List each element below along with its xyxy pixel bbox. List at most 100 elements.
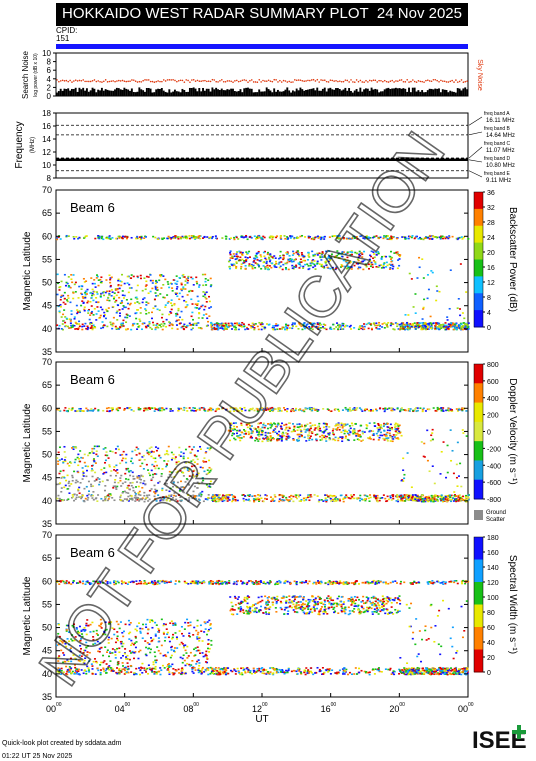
data-cell	[238, 437, 241, 439]
data-cell	[418, 496, 421, 499]
data-cell	[64, 484, 67, 487]
data-cell	[76, 480, 79, 483]
data-cell	[68, 464, 71, 467]
data-cell	[80, 292, 83, 295]
search-noise-bar	[235, 91, 238, 96]
data-cell	[175, 315, 178, 317]
data-cell	[458, 308, 461, 310]
search-noise-bar	[164, 91, 167, 96]
data-cell	[109, 493, 112, 495]
data-cell	[201, 273, 204, 276]
data-cell	[180, 326, 183, 329]
data-cell	[420, 326, 423, 328]
data-cell	[385, 266, 388, 268]
data-cell	[431, 499, 434, 502]
data-cell	[375, 498, 378, 501]
data-cell	[125, 237, 128, 240]
data-cell	[80, 497, 83, 500]
data-cell	[299, 265, 302, 267]
search-noise-bar	[305, 89, 307, 96]
data-cell	[240, 265, 243, 268]
data-cell	[464, 499, 467, 501]
data-cell	[384, 407, 387, 410]
data-cell	[182, 273, 185, 276]
data-cell	[126, 275, 129, 278]
sky-noise-point	[370, 80, 373, 82]
data-cell	[216, 494, 219, 497]
data-cell	[287, 499, 290, 502]
sky-noise-point	[118, 79, 120, 82]
data-cell	[393, 408, 396, 411]
data-cell	[463, 327, 466, 329]
data-cell	[110, 494, 113, 497]
data-cell	[81, 325, 84, 328]
data-cell	[240, 672, 243, 674]
data-cell	[461, 407, 464, 410]
data-cell	[75, 322, 78, 325]
data-cell	[291, 264, 294, 267]
sky-noise-point	[374, 79, 377, 82]
data-cell	[157, 494, 160, 496]
data-cell	[195, 473, 198, 476]
data-cell	[192, 470, 195, 473]
sky-noise-point	[305, 80, 307, 82]
data-cell	[105, 236, 108, 239]
ground-scatter-label: Ground	[486, 510, 506, 516]
sky-noise-point	[181, 79, 184, 82]
data-cell	[335, 267, 338, 270]
data-cell	[72, 324, 75, 327]
sky-noise-point	[415, 81, 418, 83]
data-cell	[138, 478, 141, 480]
data-cell	[439, 237, 442, 240]
data-cell	[327, 495, 330, 498]
sky-noise-point	[352, 81, 354, 83]
data-cell	[86, 301, 89, 304]
data-cell	[197, 300, 200, 302]
colorbar-segment	[474, 383, 483, 404]
data-cell	[139, 465, 142, 468]
data-cell	[178, 490, 181, 492]
data-cell	[178, 316, 181, 319]
data-cell	[446, 409, 449, 411]
data-cell	[206, 410, 209, 412]
data-cell	[388, 407, 391, 410]
sky-noise-point	[116, 80, 118, 82]
data-cell	[222, 496, 225, 498]
data-cell	[450, 459, 453, 462]
data-cell	[233, 432, 236, 435]
data-cell	[276, 432, 279, 435]
sky-noise-point	[196, 79, 199, 82]
data-cell	[455, 495, 458, 498]
data-cell	[331, 266, 334, 269]
data-cell	[402, 457, 405, 460]
data-cell	[365, 236, 368, 238]
data-cell	[392, 495, 395, 498]
data-cell	[379, 407, 382, 409]
data-cell	[334, 500, 337, 502]
data-cell	[268, 265, 271, 267]
data-cell	[63, 499, 66, 501]
sky-noise-point	[267, 79, 270, 82]
data-cell	[150, 488, 153, 490]
data-cell	[123, 490, 126, 493]
data-cell	[456, 485, 459, 487]
data-cell	[240, 437, 243, 439]
data-cell	[215, 500, 218, 503]
data-cell	[461, 238, 464, 240]
data-cell	[150, 311, 153, 314]
data-cell	[305, 326, 308, 329]
data-cell	[244, 432, 247, 435]
data-cell	[149, 452, 152, 455]
data-cell	[106, 454, 109, 457]
data-cell	[159, 293, 162, 295]
data-cell	[435, 285, 438, 288]
data-cell	[229, 237, 232, 240]
data-cell	[324, 494, 327, 496]
data-cell	[257, 431, 260, 433]
data-cell	[83, 461, 86, 464]
data-cell	[302, 265, 305, 268]
data-cell	[137, 448, 140, 450]
data-cell	[196, 303, 199, 305]
data-cell	[296, 423, 299, 426]
data-cell	[199, 466, 202, 469]
